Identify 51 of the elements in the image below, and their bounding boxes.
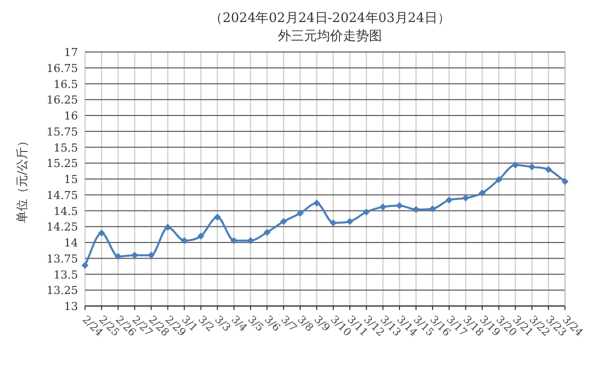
y-tick-label: 15 [64,173,78,186]
point [429,205,436,212]
point [247,237,254,244]
chart-subtitle: 外三元均价走势图 [278,29,382,44]
point [82,262,88,269]
point [478,189,486,196]
y-tick-label: 15.5 [54,141,78,154]
point [131,252,138,259]
chart-title: （2024年02月24日-2024年03月24日） [210,11,450,26]
point [462,194,470,202]
point [180,237,188,244]
point [330,219,337,226]
y-tick-label: 14 [64,236,78,250]
point [528,163,536,170]
point [296,210,304,217]
point [230,237,238,244]
point [197,232,204,240]
y-tick-label: 16 [64,110,78,122]
y-tick-label: 14.25 [46,220,78,234]
y-tick-label: 16.75 [46,62,78,75]
x-tick-label: 3/6 [262,314,283,334]
point [280,218,288,226]
point [544,166,552,173]
y-tick-label: 15.25 [46,157,78,170]
y-tick-label: 14.5 [54,204,78,218]
point [512,162,519,169]
point [562,178,568,186]
point [379,203,386,210]
point [148,252,155,259]
y-tick-label: 14.75 [46,188,78,202]
point [495,176,502,184]
point [164,224,172,231]
y-tick-label: 17 [64,46,78,59]
x-tick-label: 3/9 [312,314,332,334]
point [362,208,370,216]
point [346,218,354,226]
point [396,202,403,210]
point [214,214,221,221]
point [446,196,453,204]
y-tick-label: 13.25 [46,284,78,298]
y-tick-label: 13.75 [46,252,78,266]
y-tick-label: 15.75 [46,125,78,138]
y-axis-title: 单位（元/公斤） [15,134,29,224]
point [264,228,271,236]
point [98,229,106,236]
point [313,200,320,207]
y-tick-label: 16.5 [54,78,78,91]
y-tick-label: 16.25 [46,94,78,107]
point [114,252,122,260]
y-tick-label: 13.5 [54,268,78,282]
y-tick-label: 13 [64,300,78,313]
